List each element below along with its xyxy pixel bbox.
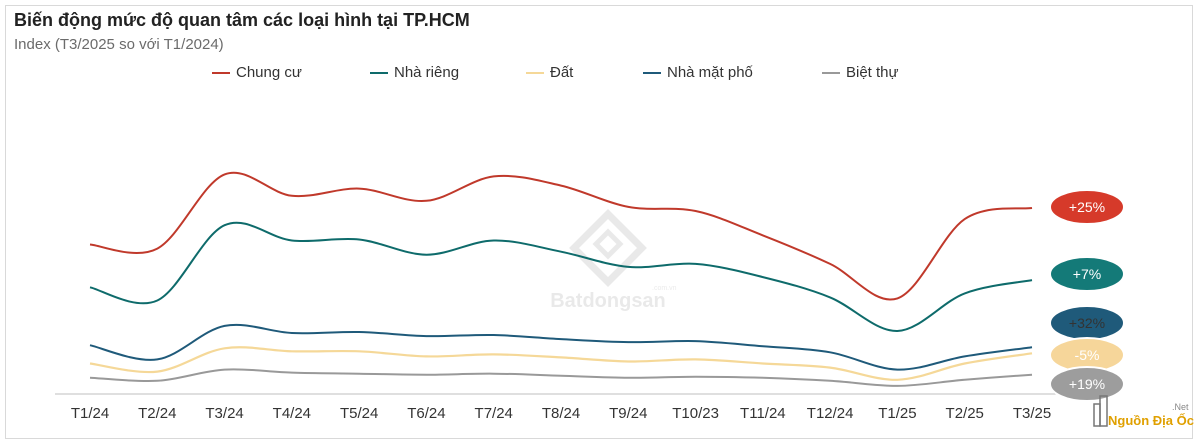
x-tick-label: T2/24	[138, 405, 176, 422]
x-tick-label: T2/25	[946, 405, 984, 422]
x-axis-ticks: T1/24 T2/24 T3/24 T4/24 T5/24 T6/24 T7/24 T8/24…	[71, 405, 1051, 422]
change-badges: +25% +7% +32% -5% +19%	[1049, 189, 1125, 402]
series-line-biet-thu	[89, 368, 1033, 387]
change-badge-label: +32%	[1069, 315, 1105, 331]
x-tick-label: T8/24	[542, 405, 580, 422]
series-layer	[89, 171, 1033, 387]
x-tick-label: T5/24	[340, 405, 378, 422]
x-tick-label: T7/24	[475, 405, 513, 422]
legend-label-nha-rieng: Nhà riêng	[394, 64, 460, 81]
x-tick-label: T3/25	[1013, 405, 1051, 422]
legend-item-dat[interactable]: Đất	[526, 64, 573, 81]
series-line-dat	[89, 346, 1033, 381]
source-suffix: .Net	[1172, 402, 1189, 412]
legend-swatch-dat	[526, 71, 544, 74]
change-badge-chung-cu: +25%	[1049, 189, 1125, 225]
change-badge-biet-thu: +19%	[1049, 366, 1125, 402]
legend-item-chung-cu[interactable]: Chung cư	[212, 64, 302, 81]
legend-label-chung-cu: Chung cư	[236, 64, 302, 81]
legend-label-nha-mat-pho: Nhà mặt phố	[667, 64, 753, 81]
change-badge-shape	[1049, 366, 1125, 402]
source-label: Nguồn Địa Ốc	[1108, 413, 1194, 428]
x-tick-label: T12/24	[807, 405, 854, 422]
legend-swatch-biet-thu	[822, 71, 840, 74]
watermark-text: Batdongsan	[550, 290, 666, 312]
series-line-nha-mat-pho	[89, 323, 1033, 371]
legend-swatch-nha-mat-pho	[643, 71, 661, 74]
x-tick-label: T4/24	[273, 405, 311, 422]
source-logo-icon	[1093, 395, 1108, 427]
legend-item-nha-mat-pho[interactable]: Nhà mặt phố	[643, 64, 753, 81]
watermark: Batdongsan .com.vn	[550, 209, 677, 312]
x-tick-label: T1/25	[878, 405, 916, 422]
chart-frame	[5, 5, 1193, 439]
legend-item-nha-rieng[interactable]: Nhà riêng	[370, 64, 459, 81]
change-badge-label: +7%	[1073, 266, 1101, 282]
series-line-nha-rieng	[89, 221, 1033, 333]
watermark-domain: .com.vn	[652, 285, 677, 292]
change-badge-nha-rieng: +7%	[1049, 256, 1125, 292]
change-badge-label: -5%	[1075, 347, 1100, 363]
change-badge-label: +25%	[1069, 199, 1105, 215]
x-tick-label: T11/24	[740, 405, 786, 422]
legend-item-biet-thu[interactable]: Biệt thự	[822, 64, 899, 81]
chart-title: Biến động mức độ quan tâm các loại hình …	[14, 10, 470, 30]
legend-swatch-chung-cu	[212, 71, 230, 74]
change-badge-dat: +32%	[1049, 305, 1125, 341]
legend-label-dat: Đất	[550, 64, 574, 81]
x-tick-label: T9/24	[609, 405, 647, 422]
watermark-logo-icon	[569, 209, 647, 287]
change-badge-label: +19%	[1069, 376, 1105, 392]
change-badge-shape	[1049, 256, 1125, 292]
change-badge-shape	[1049, 189, 1125, 225]
legend: Chung cư Nhà riêng Đất Nhà mặt phố Biệt …	[0, 64, 1200, 86]
x-tick-label: T6/24	[407, 405, 445, 422]
chart-subtitle: Index (T3/2025 so với T1/2024)	[14, 36, 224, 53]
x-tick-label: T10/23	[672, 405, 719, 422]
x-tick-label: T3/24	[205, 405, 243, 422]
series-line-chung-cu	[89, 171, 1033, 301]
legend-swatch-nha-rieng	[370, 71, 388, 74]
x-tick-label: T1/24	[71, 405, 109, 422]
legend-label-biet-thu: Biệt thự	[846, 64, 899, 81]
